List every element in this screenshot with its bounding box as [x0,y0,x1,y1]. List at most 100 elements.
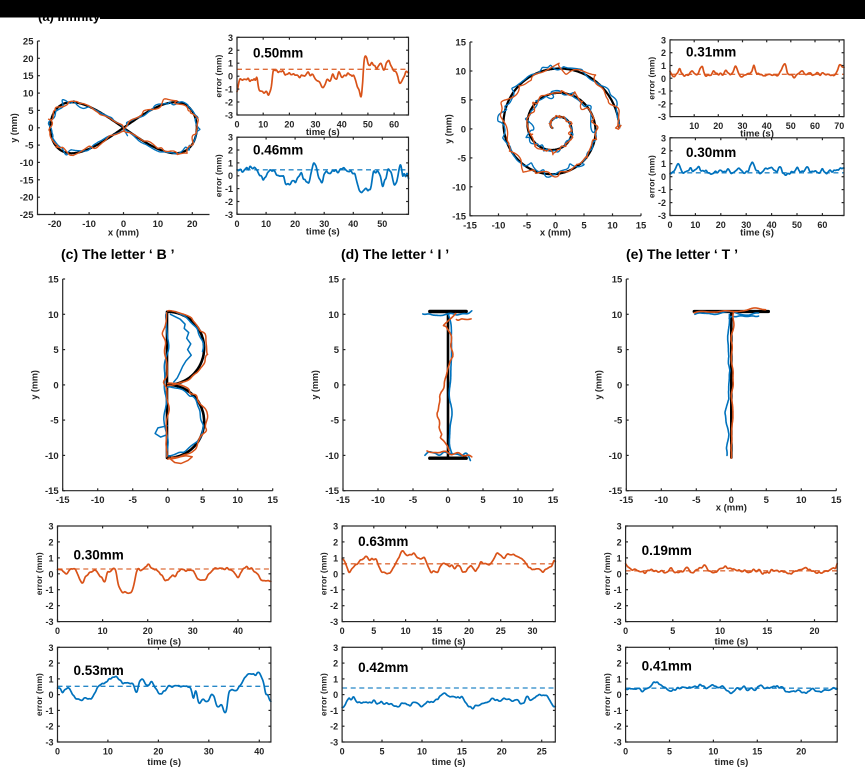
svg-text:1: 1 [228,158,233,168]
svg-text:20: 20 [796,747,806,757]
svg-text:30: 30 [204,747,214,757]
svg-text:15: 15 [612,275,623,286]
svg-text:15: 15 [636,220,647,231]
svg-text:20: 20 [153,747,163,757]
svg-text:5: 5 [617,345,623,356]
svg-text:0.63mm: 0.63mm [358,534,408,549]
svg-text:3: 3 [48,643,53,653]
svg-text:3: 3 [333,643,338,653]
svg-text:-1: -1 [614,585,622,595]
svg-text:40: 40 [254,747,264,757]
svg-text:0.50mm: 0.50mm [253,45,303,60]
svg-text:10: 10 [689,121,699,131]
svg-text:2: 2 [228,46,233,56]
svg-text:5: 5 [461,95,467,106]
svg-text:error (mm): error (mm) [34,673,44,716]
svg-text:3: 3 [48,522,53,532]
svg-text:error (mm): error (mm) [214,154,224,197]
svg-text:15: 15 [762,626,772,636]
svg-text:time (s): time (s) [740,228,774,239]
svg-text:10: 10 [612,310,623,321]
svg-text:x (mm): x (mm) [716,503,747,514]
svg-text:-1: -1 [225,85,233,95]
svg-text:30: 30 [310,120,320,130]
svg-text:10: 10 [232,495,243,506]
svg-text:0: 0 [55,747,60,757]
svg-text:1: 1 [48,553,53,563]
svg-text:10: 10 [23,89,34,100]
svg-text:20: 20 [497,747,507,757]
svg-text:0.19mm: 0.19mm [642,543,692,558]
svg-text:-2: -2 [225,197,233,207]
svg-text:20: 20 [23,54,34,65]
svg-text:time (s): time (s) [715,637,749,648]
svg-text:-10: -10 [82,219,96,230]
svg-text:0.30mm: 0.30mm [686,145,736,160]
svg-text:20: 20 [716,220,726,230]
svg-text:10: 10 [607,220,618,231]
svg-text:40: 40 [337,120,347,130]
svg-text:5: 5 [28,106,34,117]
svg-text:-15: -15 [325,486,339,497]
svg-text:40: 40 [233,626,243,636]
svg-text:0: 0 [333,569,338,579]
svg-text:0: 0 [334,380,339,391]
svg-text:-2: -2 [225,98,233,108]
svg-text:-10: -10 [20,158,34,169]
svg-text:50: 50 [363,120,373,130]
svg-text:-20: -20 [48,219,62,230]
svg-text:-1: -1 [658,185,666,195]
svg-text:-5: -5 [50,416,59,427]
svg-text:0: 0 [234,219,239,229]
svg-text:0.53mm: 0.53mm [74,663,124,678]
svg-text:0: 0 [553,220,558,231]
svg-text:10: 10 [796,495,807,506]
svg-text:-1: -1 [330,706,338,716]
svg-text:-20: -20 [20,193,34,204]
svg-text:1: 1 [661,61,666,71]
svg-text:10: 10 [455,67,466,78]
svg-text:error (mm): error (mm) [602,552,612,595]
svg-text:5: 5 [667,747,672,757]
svg-text:-3: -3 [45,617,53,627]
svg-text:-15: -15 [20,175,34,186]
svg-text:-1: -1 [614,706,622,716]
svg-text:2: 2 [617,537,622,547]
svg-text:-3: -3 [658,112,666,122]
svg-text:-2: -2 [658,99,666,109]
svg-text:-5: -5 [409,495,418,506]
svg-text:40: 40 [348,219,358,229]
svg-text:0: 0 [48,569,53,579]
svg-text:x (mm): x (mm) [540,228,571,239]
svg-text:2: 2 [661,48,666,58]
svg-text:0: 0 [228,72,233,82]
svg-text:0: 0 [617,380,622,391]
svg-text:time (s): time (s) [147,757,181,768]
svg-text:-3: -3 [330,617,338,627]
svg-text:0: 0 [333,690,338,700]
svg-text:5: 5 [53,345,59,356]
svg-text:0: 0 [53,380,58,391]
svg-text:-2: -2 [45,722,53,732]
svg-text:2: 2 [661,146,666,156]
svg-text:0: 0 [661,74,666,84]
svg-text:-5: -5 [614,416,623,427]
svg-text:1: 1 [661,159,666,169]
svg-text:10: 10 [401,626,411,636]
svg-text:70: 70 [834,121,844,131]
svg-text:-2: -2 [658,198,666,208]
svg-text:30: 30 [737,121,747,131]
svg-text:-3: -3 [225,111,233,121]
svg-text:15: 15 [432,626,442,636]
svg-text:5: 5 [480,495,486,506]
svg-text:3: 3 [228,33,233,43]
svg-text:-1: -1 [225,184,233,194]
svg-text:0.42mm: 0.42mm [358,660,408,675]
svg-text:0: 0 [729,495,734,506]
svg-text:0: 0 [461,124,466,135]
svg-text:-10: -10 [91,495,105,506]
svg-text:-5: -5 [458,153,467,164]
svg-text:15: 15 [23,71,34,82]
svg-text:25: 25 [537,747,547,757]
svg-text:15: 15 [328,275,339,286]
